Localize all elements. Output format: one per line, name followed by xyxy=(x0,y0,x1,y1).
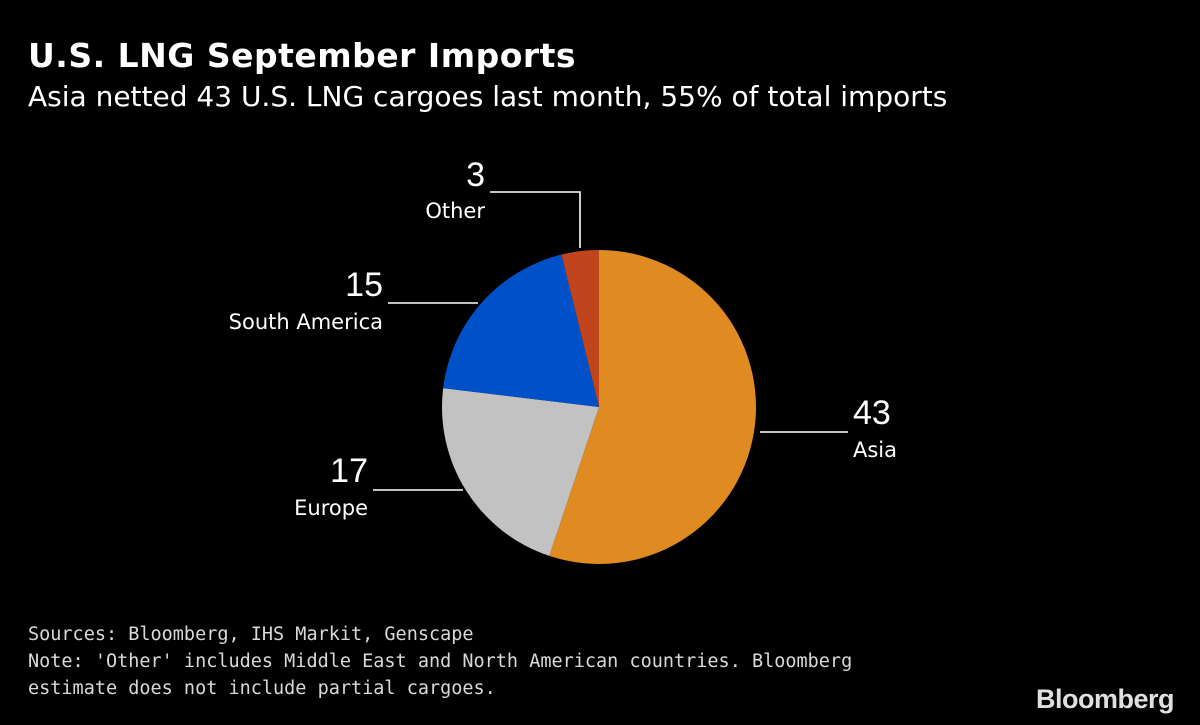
category-label-asia: Asia xyxy=(853,438,897,462)
value-label-south-america: 15 xyxy=(345,266,383,304)
chart-title: U.S. LNG September Imports xyxy=(28,36,577,75)
value-label-asia: 43 xyxy=(853,394,891,432)
note-text-line-2: estimate does not include partial cargoe… xyxy=(28,678,496,699)
labels-layer: 43 Asia 17 Europe 15 South America 3 Other xyxy=(229,156,897,520)
value-label-other: 3 xyxy=(466,156,485,194)
leader-line-other xyxy=(490,191,581,248)
category-label-other: Other xyxy=(425,199,485,223)
pie-slice-europe xyxy=(441,388,599,556)
bloomberg-logo: Bloomberg xyxy=(1035,684,1175,714)
pie-slice-other xyxy=(561,250,599,407)
pie-slice-asia xyxy=(549,250,756,564)
value-label-europe: 17 xyxy=(330,452,368,490)
note-text-line-1: Note: 'Other' includes Middle East and N… xyxy=(28,651,853,672)
slices-layer xyxy=(441,250,756,564)
pie-slice-south-america xyxy=(443,254,599,407)
sources-text: Sources: Bloomberg, IHS Markit, Genscape xyxy=(28,624,474,645)
category-label-south-america: South America xyxy=(229,310,383,334)
category-label-europe: Europe xyxy=(294,496,368,520)
chart-subtitle: Asia netted 43 U.S. LNG cargoes last mon… xyxy=(28,80,948,113)
footer-notes: Sources: Bloomberg, IHS Markit, Genscape… xyxy=(28,621,852,702)
